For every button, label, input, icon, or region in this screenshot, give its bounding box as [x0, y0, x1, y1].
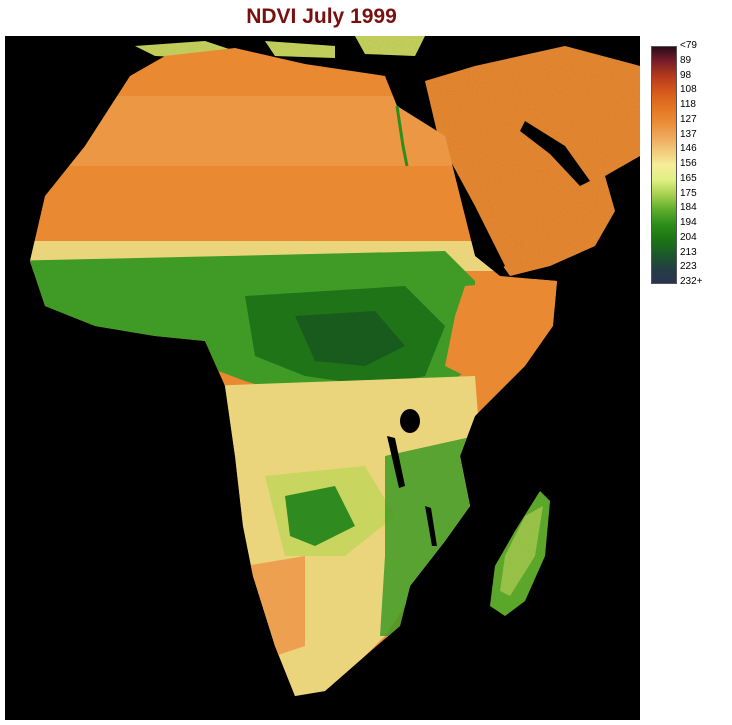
legend-label: 118 [680, 99, 696, 110]
legend-label: 137 [680, 128, 697, 140]
legend-label: 184 [680, 202, 697, 214]
map-title: NDVI July 1999 [246, 5, 397, 28]
legend-label: <79 [680, 40, 697, 51]
legend-label: 165 [680, 172, 697, 184]
nile-river [395, 105, 409, 167]
map-canvas [30, 36, 640, 696]
legend-color-bar [651, 46, 677, 284]
legend-label: 98 [680, 69, 692, 81]
legend-label: 108 [680, 84, 697, 96]
legend-label: 213 [680, 246, 697, 258]
legend-label: 146 [680, 143, 697, 155]
legend-label: 127 [680, 113, 697, 125]
legend-label: 204 [680, 231, 697, 243]
persian-gulf [520, 121, 590, 186]
ndvi-map [5, 36, 640, 720]
legend-label: 156 [680, 158, 697, 169]
legend-label: 223 [680, 261, 697, 273]
legend-label: 194 [680, 217, 697, 228]
legend-label: 232+ [680, 276, 703, 287]
legend-label: 89 [680, 54, 692, 66]
legend-label: 175 [680, 187, 697, 199]
